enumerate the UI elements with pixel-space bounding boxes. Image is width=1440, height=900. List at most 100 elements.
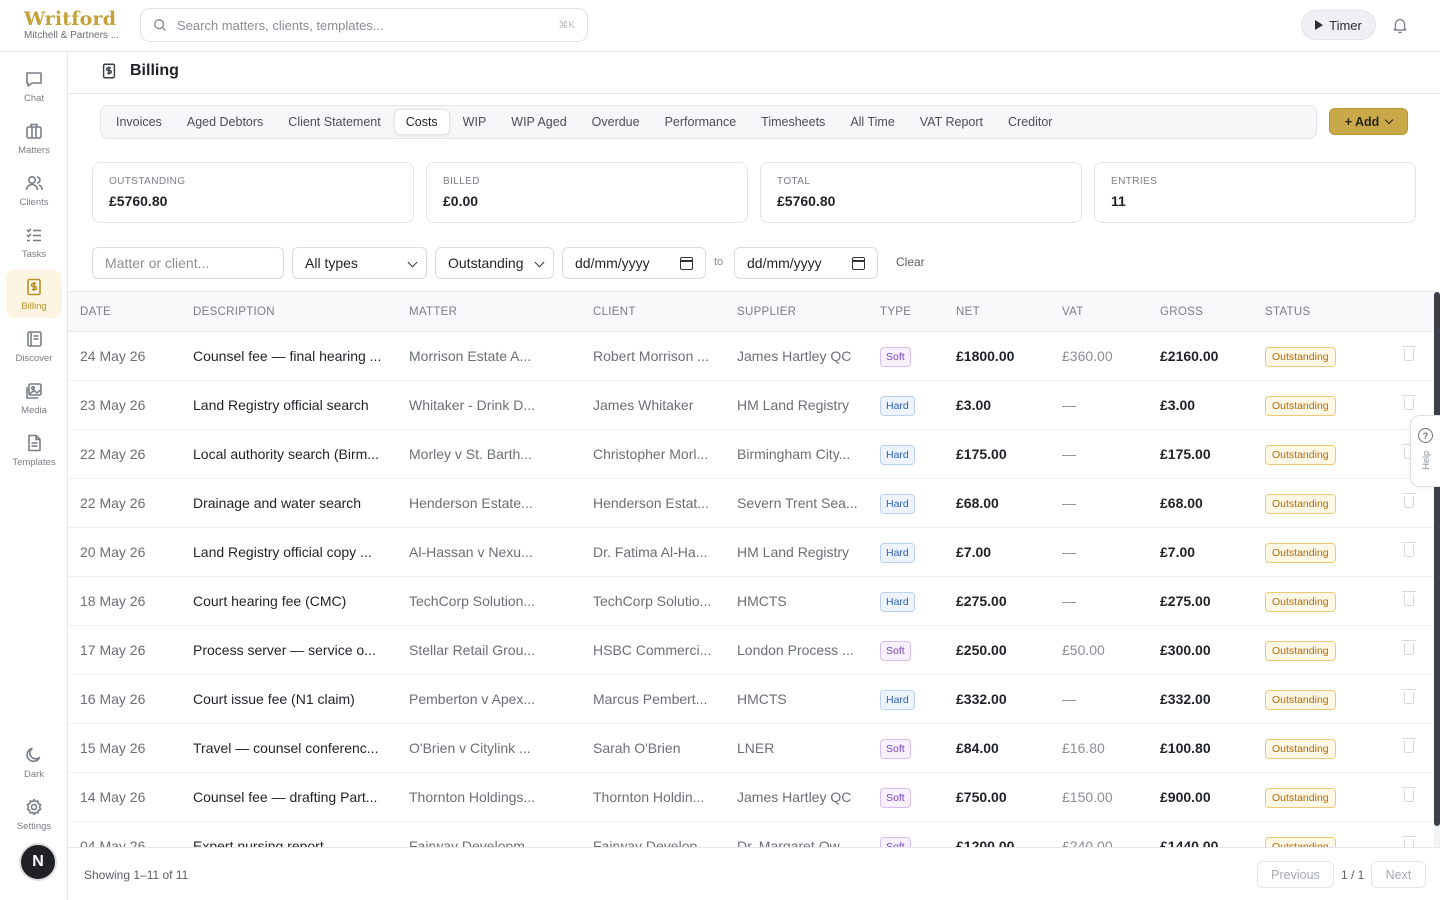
cell-matter: Morrison Estate A... xyxy=(409,348,532,364)
tab-client-statement[interactable]: Client Statement xyxy=(288,115,381,129)
cell-vat: — xyxy=(1062,544,1076,560)
sidebar-item-tasks[interactable]: Tasks xyxy=(6,218,62,266)
column-header-net[interactable]: NET xyxy=(956,306,980,318)
brand[interactable]: Writford Mitchell & Partners ... xyxy=(24,9,119,41)
search-icon xyxy=(154,19,167,32)
type-badge: Soft xyxy=(880,837,911,847)
sidebar-item-chat[interactable]: Chat xyxy=(6,62,62,110)
tab-aged-debtors[interactable]: Aged Debtors xyxy=(186,115,264,129)
table-row[interactable]: 22 May 26 Drainage and water search Hender… xyxy=(68,479,1434,528)
column-header-vat[interactable]: VAT xyxy=(1062,306,1084,318)
help-button[interactable]: ? Help xyxy=(1410,415,1440,487)
table-row[interactable]: 15 May 26 Travel — counsel conferenc... O'… xyxy=(68,724,1434,773)
cell-description: Court issue fee (N1 claim) xyxy=(193,691,355,707)
column-header-date[interactable]: DATE xyxy=(80,306,112,318)
trash-icon[interactable] xyxy=(1402,395,1416,410)
header-divider xyxy=(68,93,1440,94)
table-row[interactable]: 18 May 26 Court hearing fee (CMC) TechCorp… xyxy=(68,577,1434,626)
sidebar-item-templates[interactable]: Templates xyxy=(6,426,62,474)
tab-creditor[interactable]: Creditor xyxy=(1008,115,1053,129)
column-header-gross[interactable]: GROSS xyxy=(1160,306,1204,318)
tab-invoices[interactable]: Invoices xyxy=(116,115,162,129)
date-to-value: dd/mm/yyyy xyxy=(747,255,822,271)
column-header-client[interactable]: CLIENT xyxy=(593,306,636,318)
trash-icon[interactable] xyxy=(1402,591,1416,606)
table-row[interactable]: 14 May 26 Counsel fee — drafting Part... T… xyxy=(68,773,1434,822)
tab-all-time[interactable]: All Time xyxy=(850,115,895,129)
scrollbar-thumb[interactable] xyxy=(1434,292,1440,826)
sidebar-item-label: Templates xyxy=(12,456,56,468)
cell-description: Travel — counsel conferenc... xyxy=(193,740,379,756)
table-row[interactable]: 22 May 26 Local authority search (Birm...… xyxy=(68,430,1434,479)
cell-client: Fairway Develop... xyxy=(593,838,709,847)
date-to-input[interactable]: dd/mm/yyyy xyxy=(734,247,878,279)
tab-costs[interactable]: Costs xyxy=(393,109,450,135)
cell-gross: £3.00 xyxy=(1160,397,1196,413)
tab-vat-report[interactable]: VAT Report xyxy=(919,115,983,129)
file-icon xyxy=(28,434,41,451)
tab-performance[interactable]: Performance xyxy=(664,115,737,129)
column-header-description[interactable]: DESCRIPTION xyxy=(193,306,275,318)
table-row[interactable]: 04 May 26 Expert nursing report Fairway De… xyxy=(68,822,1434,847)
matter-client-filter-input[interactable]: Matter or client... xyxy=(92,247,284,279)
sidebar-item-clients[interactable]: Clients xyxy=(6,166,62,214)
tab-overdue[interactable]: Overdue xyxy=(591,115,640,129)
trash-icon[interactable] xyxy=(1402,346,1416,361)
sidebar-item-discover[interactable]: Discover xyxy=(6,322,62,370)
column-header-status[interactable]: STATUS xyxy=(1265,306,1311,318)
moon-icon xyxy=(26,747,41,762)
date-from-input[interactable]: dd/mm/yyyy xyxy=(562,247,706,279)
timer-label: Timer xyxy=(1329,17,1362,33)
users-icon xyxy=(25,175,43,190)
stat-value: £5760.80 xyxy=(777,193,836,209)
table-row[interactable]: 16 May 26 Court issue fee (N1 claim) Pembe… xyxy=(68,675,1434,724)
calendar-icon[interactable] xyxy=(680,257,693,270)
dark-mode-toggle[interactable]: Dark xyxy=(6,738,62,786)
table-row[interactable]: 20 May 26 Land Registry official copy ...… xyxy=(68,528,1434,577)
trash-icon[interactable] xyxy=(1402,836,1416,847)
type-select-value: All types xyxy=(305,255,358,271)
sidebar-item-billing[interactable]: Billing xyxy=(6,270,62,318)
next-page-button[interactable]: Next xyxy=(1371,861,1426,888)
calendar-icon[interactable] xyxy=(852,257,865,270)
cell-date: 20 May 26 xyxy=(80,544,146,560)
cell-matter: Morley v St. Barth... xyxy=(409,446,532,462)
chevron-down-icon xyxy=(1385,115,1394,125)
type-badge: Hard xyxy=(880,543,915,563)
column-header-matter[interactable]: MATTER xyxy=(409,306,458,318)
column-header-type[interactable]: TYPE xyxy=(880,306,912,318)
timer-button[interactable]: Timer xyxy=(1301,10,1376,40)
trash-icon[interactable] xyxy=(1402,787,1416,802)
cell-supplier: James Hartley QC xyxy=(737,348,852,364)
sidebar-item-matters[interactable]: Matters xyxy=(6,114,62,162)
clear-filters-button[interactable]: Clear xyxy=(896,255,925,269)
cell-vat: £50.00 xyxy=(1062,642,1105,658)
sidebar-item-media[interactable]: Media xyxy=(6,374,62,422)
add-button[interactable]: + Add xyxy=(1329,108,1408,135)
cell-gross: £300.00 xyxy=(1160,642,1211,658)
table-row[interactable]: 23 May 26 Land Registry official search Wh… xyxy=(68,381,1434,430)
cell-net: £3.00 xyxy=(956,397,992,413)
search-input[interactable] xyxy=(177,17,559,33)
tab-wip[interactable]: WIP xyxy=(462,115,487,129)
column-header-supplier[interactable]: SUPPLIER xyxy=(737,306,797,318)
tab-timesheets[interactable]: Timesheets xyxy=(761,115,826,129)
trash-icon[interactable] xyxy=(1402,640,1416,655)
cell-description: Drainage and water search xyxy=(193,495,362,511)
billing-tabs: Invoices Aged Debtors Client Statement Cost… xyxy=(100,105,1317,139)
table-row[interactable]: 24 May 26 Counsel fee — final hearing ...… xyxy=(68,332,1434,381)
status-badge: Outstanding xyxy=(1265,445,1336,465)
bell-icon[interactable] xyxy=(1391,16,1409,34)
global-search[interactable]: ⌘K xyxy=(140,8,588,42)
trash-icon[interactable] xyxy=(1402,689,1416,704)
trash-icon[interactable] xyxy=(1402,493,1416,508)
trash-icon[interactable] xyxy=(1402,738,1416,753)
sidebar-item-settings[interactable]: Settings xyxy=(6,790,62,838)
trash-icon[interactable] xyxy=(1402,542,1416,557)
tab-wip-aged[interactable]: WIP Aged xyxy=(511,115,567,129)
status-select[interactable]: Outstanding xyxy=(435,247,554,279)
table-row[interactable]: 17 May 26 Process server — service o... St… xyxy=(68,626,1434,675)
avatar[interactable]: N xyxy=(19,843,57,881)
type-select[interactable]: All types xyxy=(292,247,427,279)
previous-page-button[interactable]: Previous xyxy=(1257,861,1334,888)
